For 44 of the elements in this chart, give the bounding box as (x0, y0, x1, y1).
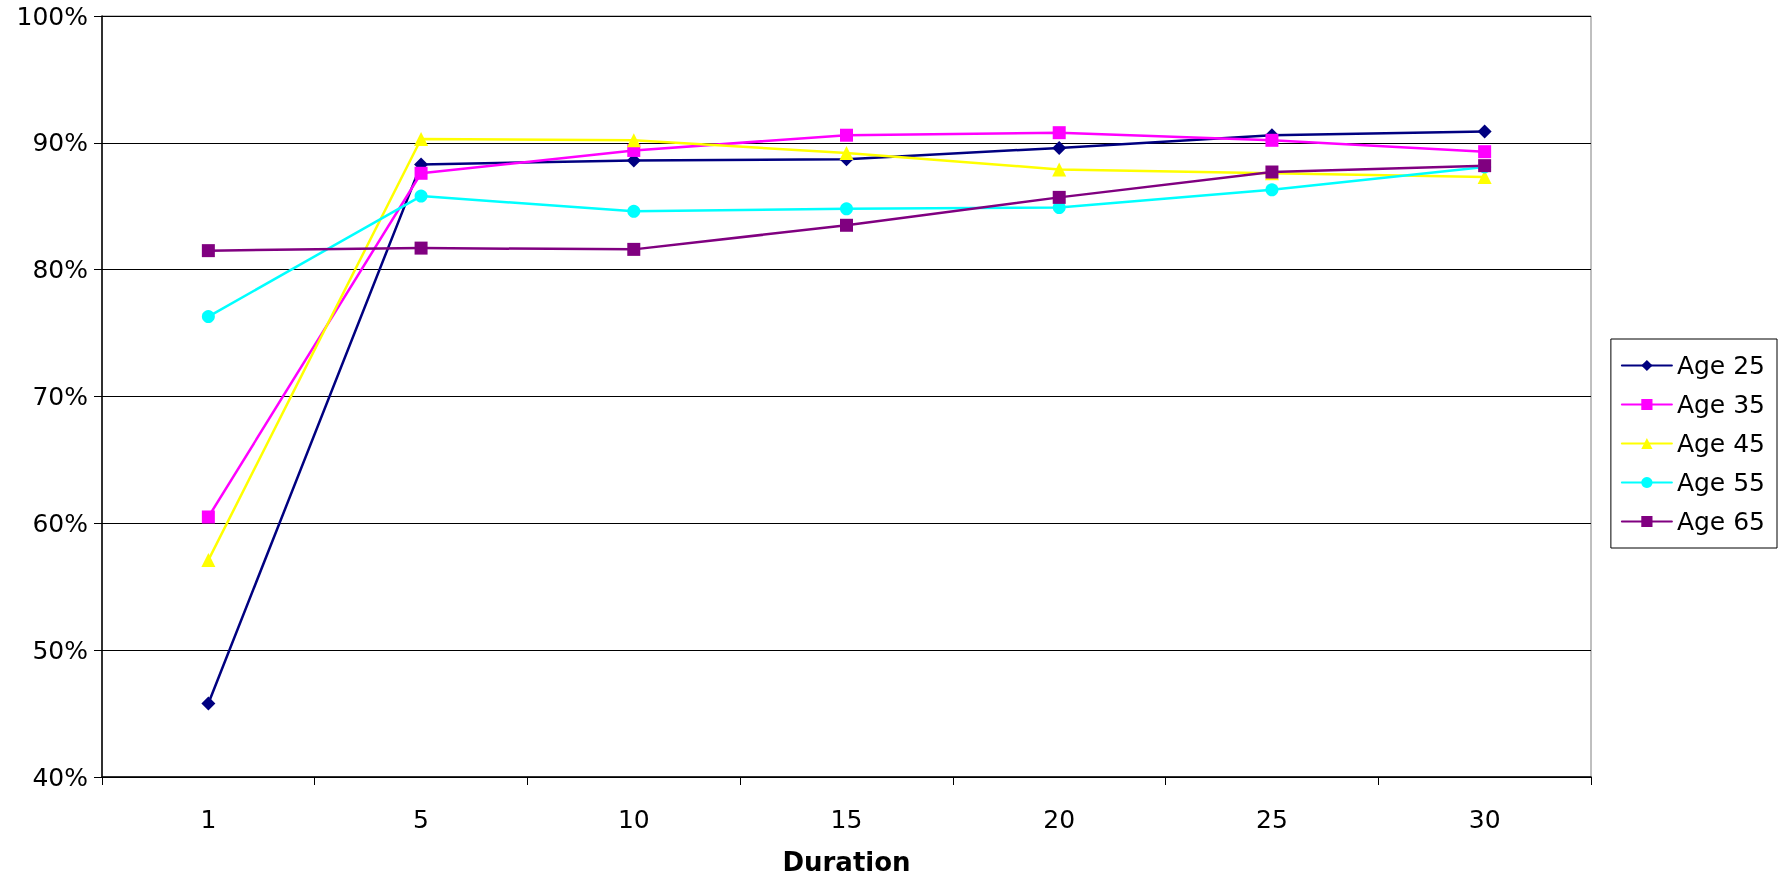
legend-label: Age 65 (1676, 507, 1766, 536)
point (414, 132, 429, 147)
point (840, 218, 853, 232)
y-tick-label: 100% (16, 1, 88, 31)
x-tick-label: 10 (617, 805, 650, 834)
y-tick-label: 60% (32, 508, 88, 538)
point (1052, 126, 1066, 140)
x-tick-label: 25 (1256, 805, 1288, 834)
point (414, 166, 428, 180)
point (626, 133, 641, 148)
x-tick-label: 30 (1468, 805, 1501, 834)
point (627, 204, 641, 218)
point (840, 128, 853, 142)
x-tick-label: 1 (200, 805, 217, 834)
point (201, 696, 216, 711)
point (414, 189, 428, 203)
point (1477, 124, 1492, 139)
legend-label: Age 45 (1676, 429, 1766, 458)
point (1052, 190, 1066, 204)
point (839, 145, 854, 160)
point (1052, 140, 1067, 155)
legend-label: Age 35 (1676, 390, 1766, 419)
x-tick-label: 20 (1043, 805, 1076, 834)
point (201, 553, 216, 568)
point (1265, 183, 1279, 197)
point (627, 242, 641, 256)
point (201, 510, 215, 524)
point (201, 310, 215, 324)
point (414, 241, 428, 255)
y-tick-label: 90% (32, 128, 88, 158)
legend-label: Age 25 (1676, 351, 1766, 380)
point (201, 244, 215, 258)
x-tick-label: 15 (830, 805, 863, 834)
y-tick-label: 50% (32, 635, 88, 665)
point (840, 202, 853, 216)
point (1265, 133, 1279, 147)
y-tick-label: 40% (32, 762, 88, 792)
point (1478, 145, 1492, 159)
x-tick-label: 5 (413, 805, 430, 834)
y-tick-label: 70% (32, 382, 88, 411)
x-axis-title: Duration (782, 847, 911, 877)
point (1052, 162, 1067, 177)
y-tick-label: 80% (32, 255, 88, 285)
legend-label: Age 55 (1676, 468, 1766, 497)
